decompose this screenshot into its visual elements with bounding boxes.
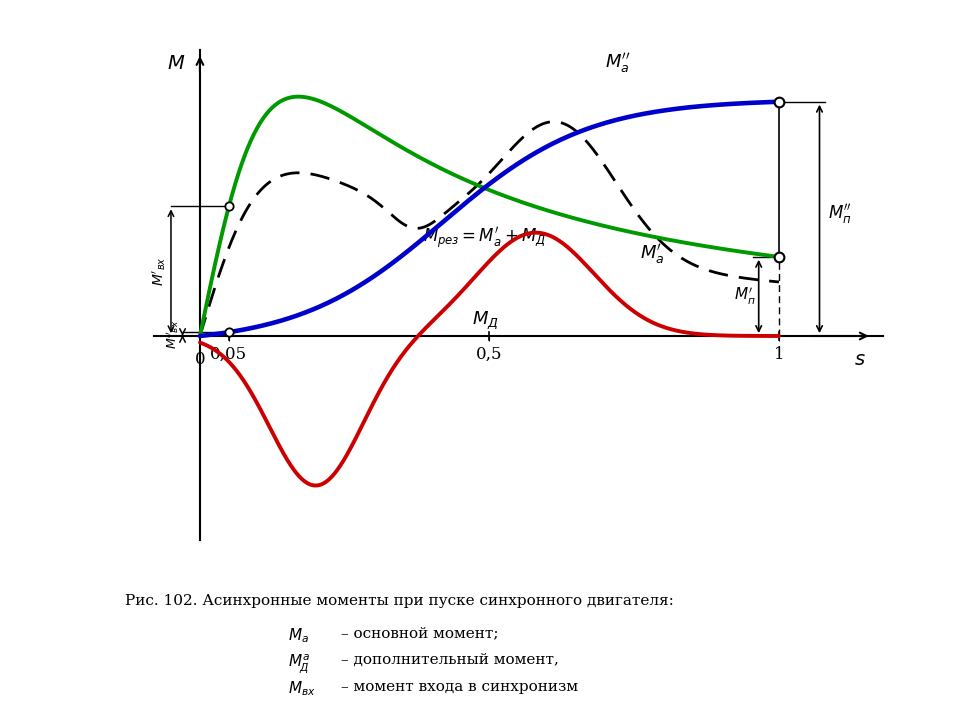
Text: $s$: $s$: [854, 351, 866, 369]
Text: $M_{вх}$: $M_{вх}$: [288, 680, 316, 698]
Text: $M_{\!\mathit{Д}}^a$: $M_{\!\mathit{Д}}^a$: [288, 653, 310, 676]
Text: – момент входа в синхронизм: – момент входа в синхронизм: [341, 680, 578, 693]
Text: – основной момент;: – основной момент;: [341, 626, 498, 640]
Text: $M_п'$: $M_п'$: [734, 286, 756, 307]
Text: – дополнительный момент,: – дополнительный момент,: [341, 653, 559, 667]
Text: $M_п''$: $M_п''$: [828, 202, 852, 226]
Text: $M_{рез}=M_a'+M_Д$: $M_{рез}=M_a'+M_Д$: [422, 225, 546, 251]
Text: $M_a$: $M_a$: [288, 626, 309, 645]
Text: $M'_{вх}$: $M'_{вх}$: [151, 256, 168, 286]
Text: $M_a'$: $M_a'$: [640, 243, 664, 266]
Text: $M''_{вх}$: $M''_{вх}$: [164, 320, 180, 349]
Text: $M_a''$: $M_a''$: [605, 51, 631, 75]
Text: $M$: $M$: [167, 55, 185, 73]
Text: Рис. 102. Асинхронные моменты при пуске синхронного двигателя:: Рис. 102. Асинхронные моменты при пуске …: [125, 594, 674, 608]
Text: $M_Д$: $M_Д$: [472, 309, 499, 330]
Text: 0: 0: [195, 351, 205, 368]
